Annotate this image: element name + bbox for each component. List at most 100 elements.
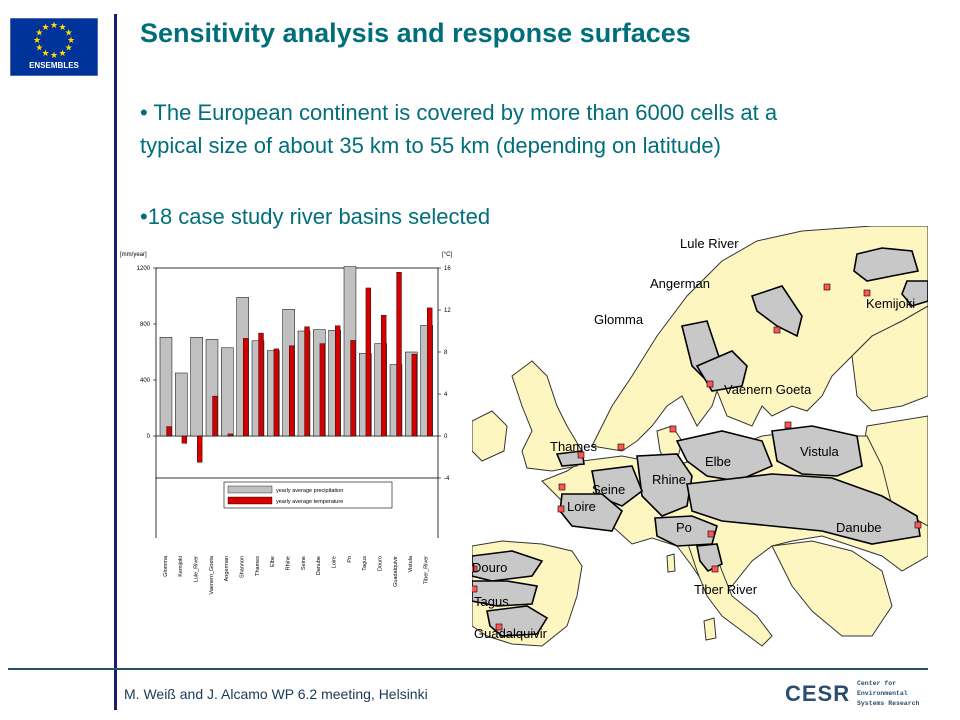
cesr-subtitle-1: Center for bbox=[857, 680, 896, 687]
bullet-line-1: • The European continent is covered by m… bbox=[140, 100, 778, 125]
eu-star-icon: ★ bbox=[33, 35, 41, 45]
cesr-logo-text: CESR bbox=[785, 681, 850, 706]
category-label: Po bbox=[347, 556, 353, 563]
map-label-loire: Loire bbox=[567, 499, 596, 514]
temperature-bar bbox=[350, 340, 356, 437]
eu-star-icon: ★ bbox=[35, 43, 43, 53]
category-label: Shannon bbox=[240, 556, 246, 578]
cesr-subtitle-2: Environmental bbox=[857, 690, 908, 697]
category-label: Seine bbox=[301, 556, 307, 570]
category-label: Loire bbox=[332, 556, 338, 568]
europe-river-basins-map: Lule River Angerman Kemijoki Glomma Vaen… bbox=[472, 226, 928, 666]
bullet-river-basins: •18 case study river basins selected bbox=[140, 204, 491, 229]
map-label-lule-river: Lule River bbox=[680, 236, 739, 251]
category-label: Kemijoki bbox=[178, 556, 184, 577]
precipitation-bar bbox=[190, 337, 203, 437]
ensembles-logo-text: ENSEMBLES bbox=[29, 61, 79, 70]
slide-title: Sensitivity analysis and response surfac… bbox=[140, 18, 691, 48]
eu-star-icon: ★ bbox=[41, 22, 49, 32]
basin-climate-chart: [mm/year] [°C] 0 400 800 1200 -4 0 4 8 12 16 Glomma… bbox=[120, 252, 452, 594]
precipitation-bar bbox=[159, 337, 173, 437]
legend-label-precipitation: yearly average precipitation bbox=[276, 488, 343, 494]
map-label-douro: Douro bbox=[472, 560, 507, 575]
map-label-thames: Thames bbox=[550, 439, 597, 454]
category-label: Glomma bbox=[163, 555, 169, 577]
precipitation-bar bbox=[175, 372, 188, 437]
map-label-angerman: Angerman bbox=[650, 276, 710, 291]
map-label-vistula: Vistula bbox=[800, 444, 840, 459]
category-label: Douro bbox=[378, 556, 384, 571]
temperature-bar bbox=[166, 426, 172, 437]
category-label: Vistula bbox=[408, 555, 414, 572]
right-tick-label: 12 bbox=[444, 308, 451, 314]
precipitation-bar bbox=[251, 340, 265, 437]
temperature-bar bbox=[212, 395, 218, 437]
category-label: Thames bbox=[255, 556, 261, 576]
left-tick-label: 400 bbox=[140, 378, 151, 384]
map-label-glomma: Glomma bbox=[594, 312, 644, 327]
right-tick-label: 0 bbox=[444, 434, 448, 440]
temperature-bar bbox=[304, 326, 310, 437]
right-tick-label: 4 bbox=[444, 392, 448, 398]
map-label-tiber-river: Tiber River bbox=[694, 582, 758, 597]
temperature-bar bbox=[396, 272, 402, 437]
right-tick-label: 16 bbox=[444, 266, 451, 272]
temperature-bar bbox=[411, 353, 418, 437]
temperature-bar bbox=[289, 345, 295, 437]
precipitation-bar bbox=[359, 353, 372, 437]
left-tick-label: 1200 bbox=[137, 266, 151, 272]
precipitation-bar bbox=[297, 330, 311, 437]
temperature-bar bbox=[335, 325, 341, 437]
precipitation-bar bbox=[282, 309, 295, 437]
left-axis-label: [mm/year] bbox=[120, 252, 147, 258]
bullet-line-2: typical size of about 35 km to 55 km (de… bbox=[140, 133, 721, 158]
cesr-logo: CESR Center for Environmental Systems Re… bbox=[783, 676, 933, 710]
temperature-bar bbox=[319, 343, 326, 437]
category-label: Tiber_River bbox=[424, 556, 430, 584]
temperature-bar bbox=[427, 307, 433, 437]
precipitation-bar bbox=[374, 343, 387, 437]
temperature-bar bbox=[181, 435, 188, 444]
map-label-kemijoki: Kemijoki bbox=[866, 296, 915, 311]
category-label: Rhine bbox=[286, 556, 292, 570]
temperature-bar bbox=[273, 348, 280, 437]
map-label-tagus: Tagus bbox=[474, 594, 509, 609]
map-label-guadalquivir: Guadalquivir bbox=[474, 626, 548, 641]
left-tick-label: 0 bbox=[147, 434, 151, 440]
footer-authors: M. Weiß and J. Alcamo WP 6.2 meeting, He… bbox=[124, 686, 428, 702]
legend-swatch-temperature bbox=[227, 496, 273, 505]
precipitation-bar bbox=[267, 350, 280, 437]
right-axis-label: [°C] bbox=[442, 252, 452, 258]
footer-rule bbox=[8, 668, 928, 670]
map-label-elbe: Elbe bbox=[705, 454, 731, 469]
map-label-seine: Seine bbox=[592, 482, 625, 497]
bullet-european-cells: • The European continent is covered by m… bbox=[140, 96, 777, 162]
temperature-bar bbox=[258, 332, 264, 437]
temperature-bar bbox=[365, 287, 372, 437]
precipitation-bar bbox=[343, 266, 357, 437]
map-label-rhine: Rhine bbox=[652, 472, 686, 487]
vertical-rule bbox=[114, 14, 117, 710]
precipitation-bar bbox=[389, 364, 403, 437]
map-label-po: Po bbox=[676, 520, 692, 535]
eu-star-icon: ★ bbox=[67, 35, 75, 45]
ensembles-eu-logo: ★ ★ ★ ★ ★ ★ ★ ★ ★ ★ ★ ★ ENSEMBLES bbox=[9, 17, 99, 77]
map-label-vaenern-goeta: Vaenern Goeta bbox=[724, 382, 812, 397]
temperature-bar bbox=[243, 338, 249, 437]
eu-star-icon: ★ bbox=[65, 43, 73, 53]
category-label: Angerman bbox=[224, 556, 230, 581]
category-label: Guadalquivir bbox=[393, 556, 399, 587]
legend-swatch-precipitation bbox=[227, 485, 273, 494]
category-label: Vaenern_Goeta bbox=[209, 555, 215, 594]
category-label: Danube bbox=[316, 556, 322, 575]
eu-star-icon: ★ bbox=[41, 48, 49, 58]
precipitation-bar bbox=[328, 330, 341, 437]
eu-star-icon: ★ bbox=[58, 48, 66, 58]
precipitation-bar bbox=[236, 297, 249, 437]
plot-frame bbox=[155, 267, 439, 479]
precipitation-bar bbox=[405, 351, 418, 437]
precipitation-bar bbox=[221, 347, 234, 437]
left-tick-label: 800 bbox=[140, 322, 151, 328]
precipitation-bar bbox=[420, 325, 433, 437]
eu-star-icon: ★ bbox=[65, 28, 73, 38]
